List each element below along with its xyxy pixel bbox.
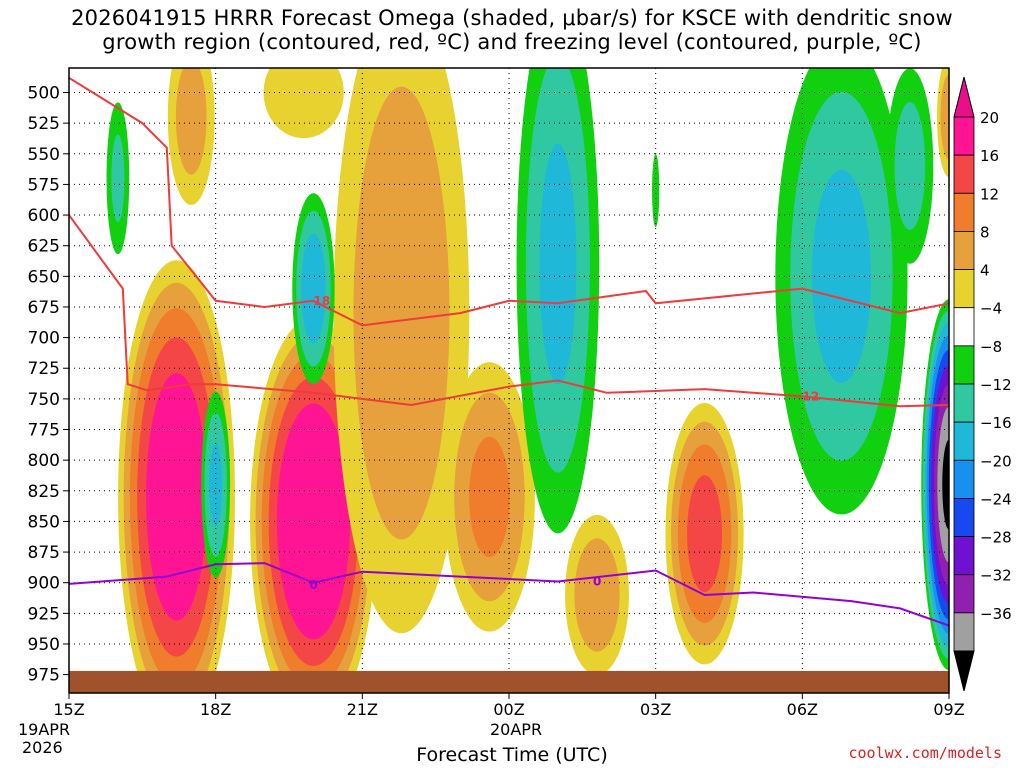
omega-blob-9-level--12 [539, 144, 576, 385]
y-tick-label-975: 975 [28, 666, 60, 686]
omega-blob-10-level--12 [812, 170, 871, 383]
colorbar-swatch-3 [954, 231, 974, 269]
y-tick-label-575: 575 [28, 175, 60, 195]
colorbar-swatch-4 [954, 270, 974, 308]
y-tick-label-500: 500 [28, 84, 60, 104]
y-tick-label-525: 525 [28, 114, 60, 134]
colorbar-swatch-10 [954, 498, 974, 536]
colorbar-tick-3: 8 [980, 223, 990, 241]
omega-blob-6-level-8 [176, 59, 207, 174]
omega-blob-16-level--4 [652, 154, 659, 227]
omega-blob-12-level--12 [301, 233, 325, 343]
x-tick-label-00Z: 00Z [493, 700, 524, 719]
colorbar-swatch-0 [954, 117, 974, 155]
freezing-level-label-1: 0 [593, 574, 601, 588]
colorbar-tick-4: 4 [980, 262, 990, 280]
y-tick-label-950: 950 [28, 635, 60, 655]
colorbar-tick-2: 12 [980, 185, 999, 203]
colorbar: 20 16 12 8 4 −4 −8 −12 −16 −20 −24 −28 −32 −36 [954, 77, 1012, 691]
y-tick-label-550: 550 [28, 145, 60, 165]
colorbar-top-arrow [954, 77, 974, 117]
colorbar-tick-13: −36 [980, 605, 1012, 623]
y-tick-label-875: 875 [28, 543, 60, 563]
y-tick-label-600: 600 [28, 206, 60, 226]
y-tick-label-925: 925 [28, 604, 60, 624]
x-tick-label-15Z: 15Z [53, 700, 84, 719]
colorbar-swatch-13 [954, 613, 974, 651]
colorbar-tick-10: −24 [980, 490, 1012, 508]
y-tick-label-675: 675 [28, 298, 60, 318]
omega-blob-7-level-4 [264, 47, 344, 138]
y-tick-label-700: 700 [28, 329, 60, 349]
colorbar-tick-1: 16 [980, 147, 999, 165]
x-tick-label-09Z: 09Z [933, 700, 964, 719]
omega-blob-15-level--8 [111, 134, 124, 222]
credit-text: coolwx.com/models [848, 744, 1002, 762]
colorbar-tick-7: −12 [980, 376, 1012, 394]
y-tick-label-800: 800 [28, 451, 60, 471]
colorbar-swatch-8 [954, 422, 974, 460]
y-tick-label-625: 625 [28, 237, 60, 257]
colorbar-swatch-7 [954, 384, 974, 422]
omega-blob-3-level-12 [469, 437, 510, 557]
y-tick-label-650: 650 [28, 267, 60, 287]
y-tick-label-725: 725 [28, 359, 60, 379]
omega-chart: −18 −12 0 0 500 525 550 575 600 625 650 675 700 725 7… [0, 0, 1024, 768]
colorbar-bottom-arrow [954, 651, 974, 691]
y-tick-label-850: 850 [28, 512, 60, 532]
colorbar-swatch-6 [954, 346, 974, 384]
colorbar-swatch-5 [954, 308, 974, 346]
isotherm-label--12: −12 [792, 389, 819, 403]
y-tick-label-750: 750 [28, 390, 60, 410]
colorbar-tick-6: −8 [980, 338, 1002, 356]
freezing-level-label-0: 0 [309, 578, 317, 592]
x-tick-label-21Z: 21Z [347, 700, 378, 719]
omega-blob-11-level--8 [895, 102, 926, 230]
x-tick-label-03Z: 03Z [640, 700, 671, 719]
omega-blob-4-level-8 [574, 538, 619, 651]
colorbar-swatch-11 [954, 537, 974, 575]
colorbar-swatch-9 [954, 460, 974, 498]
colorbar-tick-9: −20 [980, 452, 1012, 470]
colorbar-swatch-2 [954, 193, 974, 231]
omega-blob-0-level-20 [146, 373, 207, 620]
colorbar-tick-5: −4 [980, 300, 1002, 318]
omega-blob-5-level-16 [687, 475, 722, 592]
colorbar-tick-12: −32 [980, 567, 1012, 585]
colorbar-swatch-1 [954, 155, 974, 193]
ground-strip [69, 671, 949, 693]
colorbar-tick-8: −16 [980, 414, 1012, 432]
isotherm-label--18: −18 [303, 294, 330, 308]
x-date-label-day: 19APR [18, 720, 70, 739]
colorbar-tick-0: 20 [980, 109, 999, 127]
x-date-label-mid: 20APR [490, 720, 542, 739]
y-tick-label-900: 900 [28, 574, 60, 594]
x-tick-label-18Z: 18Z [200, 700, 231, 719]
y-tick-label-825: 825 [28, 482, 60, 502]
colorbar-swatch-12 [954, 575, 974, 613]
colorbar-tick-11: −28 [980, 529, 1012, 547]
x-tick-label-06Z: 06Z [787, 700, 818, 719]
y-tick-label-775: 775 [28, 421, 60, 441]
omega-blob-2-level-8 [353, 87, 449, 540]
